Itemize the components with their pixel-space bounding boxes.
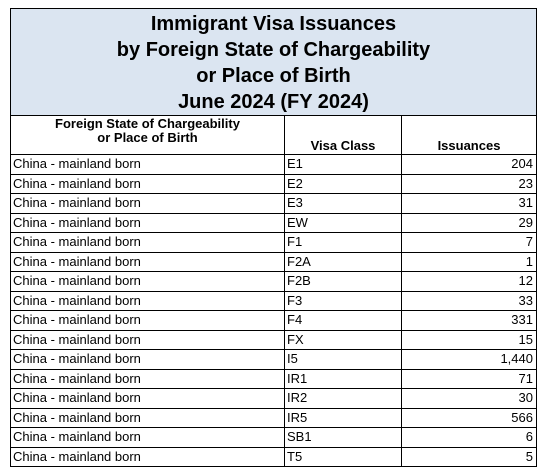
cell-visa-class: E3 — [284, 193, 402, 214]
table-row: China - mainland born EW 29 — [10, 212, 537, 233]
cell-visa-class: F2B — [284, 271, 402, 292]
cell-visa-class: IR2 — [284, 388, 402, 409]
table-row: China - mainland born IR5 566 — [10, 407, 537, 428]
cell-state: China - mainland born — [10, 427, 285, 448]
title-row: Immigrant Visa Issuances by Foreign Stat… — [10, 8, 537, 116]
cell-issuances: 331 — [401, 310, 537, 331]
cell-issuances: 5 — [401, 446, 537, 467]
cell-issuances: 12 — [401, 271, 537, 292]
table-row: China - mainland born E3 31 — [10, 193, 537, 214]
cell-issuances: 204 — [401, 154, 537, 175]
table-row: China - mainland born FX 15 — [10, 329, 537, 350]
table-row: China - mainland born F2A 1 — [10, 251, 537, 272]
cell-visa-class: F2A — [284, 251, 402, 272]
table-row: China - mainland born T5 5 — [10, 446, 537, 467]
cell-state: China - mainland born — [10, 232, 285, 253]
cell-issuances: 1,440 — [401, 349, 537, 370]
table-row: China - mainland born IR1 71 — [10, 368, 537, 389]
cell-visa-class: SB1 — [284, 427, 402, 448]
cell-visa-class: F4 — [284, 310, 402, 331]
cell-state: China - mainland born — [10, 388, 285, 409]
table-row: China - mainland born F1 7 — [10, 232, 537, 253]
cell-issuances: 6 — [401, 427, 537, 448]
column-header-visa-class: Visa Class — [284, 115, 402, 155]
cell-state: China - mainland born — [10, 193, 285, 214]
title-line-4: June 2024 (FY 2024) — [178, 91, 369, 113]
cell-state: China - mainland born — [10, 349, 285, 370]
cell-issuances: 566 — [401, 407, 537, 428]
column-header-state-line-1: Foreign State of Chargeability — [55, 116, 240, 131]
column-header-state-line-2: or Place of Birth — [97, 130, 198, 145]
table-row: China - mainland born IR2 30 — [10, 388, 537, 409]
table-row: China - mainland born F3 33 — [10, 290, 537, 311]
title-line-2: by Foreign State of Chargeability — [116, 39, 431, 61]
cell-state: China - mainland born — [10, 310, 285, 331]
column-header-state: Foreign State of Chargeability or Place … — [10, 115, 285, 155]
header-row: Foreign State of Chargeability or Place … — [10, 115, 537, 155]
cell-visa-class: IR5 — [284, 407, 402, 428]
cell-issuances: 15 — [401, 329, 537, 350]
cell-state: China - mainland born — [10, 212, 285, 233]
cell-state: China - mainland born — [10, 329, 285, 350]
cell-visa-class: F3 — [284, 290, 402, 311]
table-row: China - mainland born SB1 6 — [10, 427, 537, 448]
cell-state: China - mainland born — [10, 290, 285, 311]
table-row: China - mainland born F4 331 — [10, 310, 537, 331]
cell-visa-class: EW — [284, 212, 402, 233]
cell-visa-class: E1 — [284, 154, 402, 175]
title-line-1: Immigrant Visa Issuances — [150, 13, 397, 35]
cell-issuances: 30 — [401, 388, 537, 409]
table-row: China - mainland born E2 23 — [10, 173, 537, 194]
cell-visa-class: F1 — [284, 232, 402, 253]
cell-issuances: 1 — [401, 251, 537, 272]
cell-visa-class: I5 — [284, 349, 402, 370]
cell-visa-class: E2 — [284, 173, 402, 194]
cell-issuances: 71 — [401, 368, 537, 389]
table-row: China - mainland born E1 204 — [10, 154, 537, 175]
table-title: Immigrant Visa Issuances by Foreign Stat… — [10, 8, 537, 116]
cell-state: China - mainland born — [10, 368, 285, 389]
cell-issuances: 33 — [401, 290, 537, 311]
column-header-issuances: Issuances — [401, 115, 537, 155]
cell-state: China - mainland born — [10, 271, 285, 292]
cell-state: China - mainland born — [10, 154, 285, 175]
cell-state: China - mainland born — [10, 407, 285, 428]
cell-issuances: 7 — [401, 232, 537, 253]
title-line-3: or Place of Birth — [196, 65, 351, 87]
table-row: China - mainland born F2B 12 — [10, 271, 537, 292]
cell-visa-class: T5 — [284, 446, 402, 467]
cell-issuances: 29 — [401, 212, 537, 233]
table-row: China - mainland born I5 1,440 — [10, 349, 537, 370]
cell-state: China - mainland born — [10, 446, 285, 467]
issuances-table: Immigrant Visa Issuances by Foreign Stat… — [10, 8, 537, 467]
cell-visa-class: IR1 — [284, 368, 402, 389]
cell-state: China - mainland born — [10, 173, 285, 194]
cell-issuances: 23 — [401, 173, 537, 194]
cell-state: China - mainland born — [10, 251, 285, 272]
cell-issuances: 31 — [401, 193, 537, 214]
cell-visa-class: FX — [284, 329, 402, 350]
